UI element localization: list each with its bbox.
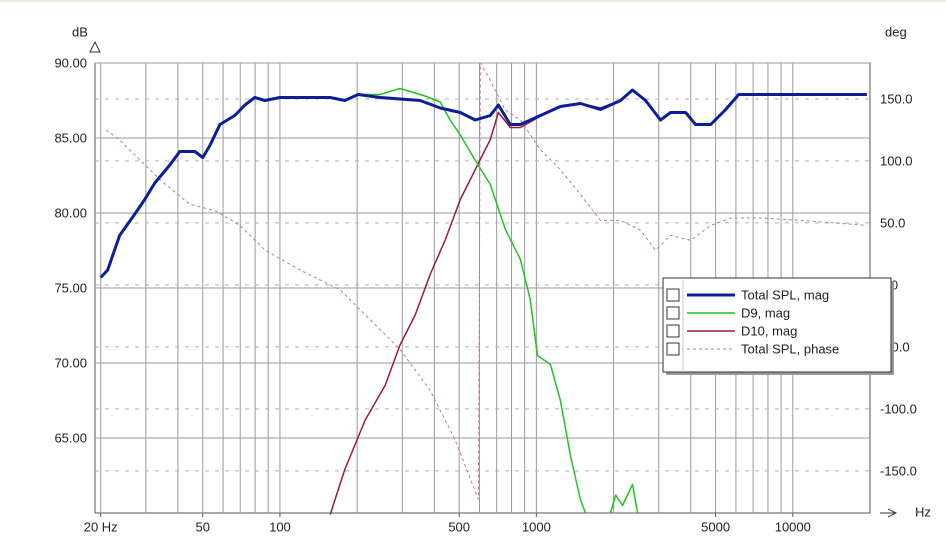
x-tick-label: 1000 — [522, 519, 551, 534]
axis-arrow — [880, 508, 898, 518]
legend-label: D10, mag — [741, 323, 797, 338]
series-line — [358, 87, 587, 514]
x-tick-label: 5000 — [701, 519, 730, 534]
y-tick-label: 75.00 — [54, 280, 87, 295]
legend-checkbox[interactable] — [666, 324, 680, 338]
legend-label: D9, mag — [741, 305, 790, 320]
x-tick-label: 500 — [448, 519, 470, 534]
y2-tick-label: 150.0 — [880, 91, 913, 106]
y-axis-label: dB — [72, 24, 88, 39]
y-tick-label: 90.00 — [54, 55, 87, 70]
x-tick-label: 20 Hz — [84, 519, 118, 534]
series-line — [105, 62, 867, 500]
y-tick-label: 70.00 — [54, 355, 87, 370]
y-tick-label: 65.00 — [54, 430, 87, 445]
x-tick-label: 10000 — [775, 519, 811, 534]
series-line — [99, 88, 867, 279]
legend-label: Total SPL, phase — [741, 341, 839, 356]
x-tick-label: 50 — [196, 519, 210, 534]
x-axis-label: Hz — [915, 504, 931, 519]
y2-axis-label: deg — [885, 24, 907, 39]
axis-arrow — [89, 40, 101, 53]
legend: Total SPL, mag D9, mag D10, mag Total SPL, … — [662, 277, 894, 375]
legend-checkbox[interactable] — [666, 342, 680, 356]
y-tick-label: 80.00 — [54, 205, 87, 220]
y2-tick-label: -100.0 — [880, 401, 917, 416]
legend-label: Total SPL, mag — [741, 287, 829, 302]
y2-tick-label: -150.0 — [880, 463, 917, 478]
series-line — [609, 483, 639, 514]
legend-checkbox[interactable] — [666, 306, 680, 320]
y2-tick-label: 100.0 — [880, 153, 913, 168]
y2-tick-label: 50.0 — [880, 215, 905, 230]
x-tick-label: 100 — [269, 519, 291, 534]
legend-checkbox[interactable] — [666, 288, 680, 302]
y-tick-label: 85.00 — [54, 130, 87, 145]
